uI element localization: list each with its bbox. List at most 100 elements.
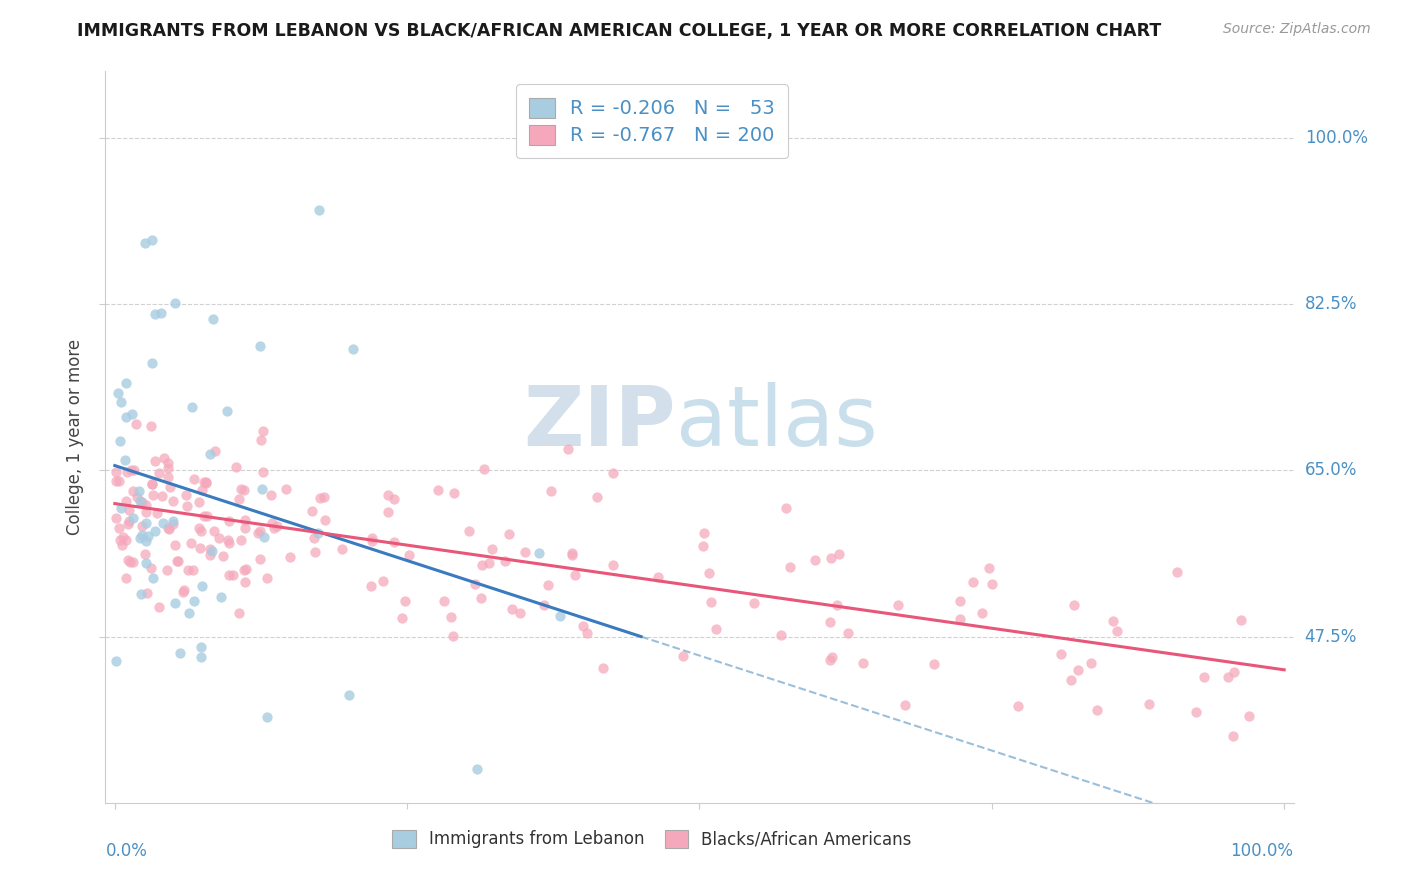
Point [775,500,797,515]
Point [104,511,127,525]
Point [143,524,166,538]
Point [647,570,669,584]
Point [266,519,288,533]
Point [304,545,326,559]
Point [980,577,1002,591]
Point [110,533,132,547]
Point [162,514,184,528]
Point [165,538,187,552]
Point [586,490,609,504]
Point [1237,709,1260,723]
Point [195,508,218,523]
Point [143,307,166,321]
Point [426,483,449,498]
Point [307,525,329,540]
Point [159,480,181,494]
Point [156,521,179,535]
Point [1059,673,1081,688]
Point [922,657,945,672]
Point [232,563,254,577]
Point [308,202,330,217]
Point [167,553,190,567]
Point [108,474,131,488]
Point [162,493,184,508]
Point [592,661,614,675]
Point [150,489,173,503]
Point [249,524,271,538]
Point [464,577,486,591]
Point [120,462,142,476]
Point [194,476,217,491]
Point [894,698,917,713]
Point [886,598,908,612]
Point [1067,663,1090,677]
Point [253,530,276,544]
Point [204,443,226,458]
Point [564,567,586,582]
Point [156,470,179,484]
Point [121,407,143,421]
Point [256,571,278,585]
Point [143,454,166,468]
Text: 65.0%: 65.0% [1305,461,1357,479]
Point [229,533,252,548]
Point [704,622,727,636]
Point [195,475,218,489]
Point [181,401,204,415]
Point [139,561,162,575]
Point [179,606,201,620]
Point [360,579,382,593]
Point [131,528,153,542]
Point [697,566,720,580]
Point [222,568,245,582]
Point [131,519,153,533]
Point [193,509,215,524]
Point [233,513,256,527]
Point [377,488,399,502]
Point [302,531,325,545]
Point [779,560,801,574]
Point [972,607,994,621]
Point [169,646,191,660]
Point [148,466,170,480]
Point [201,311,224,326]
Point [228,492,250,507]
Point [309,491,332,506]
Point [209,590,232,604]
Point [177,563,200,577]
Point [198,447,221,461]
Point [572,619,595,633]
Point [134,236,156,251]
Point [342,343,364,357]
Point [828,547,851,561]
Point [115,376,138,390]
Point [174,488,197,502]
Point [142,488,165,502]
Point [129,532,152,546]
Point [153,450,176,465]
Point [470,591,492,605]
Point [135,498,157,512]
Point [533,598,555,612]
Point [156,563,179,577]
Point [129,493,152,508]
Point [166,554,188,568]
Point [172,585,194,599]
Point [278,550,301,565]
Point [217,533,239,548]
Point [433,594,456,608]
Point [115,571,138,585]
Point [382,492,405,507]
Point [121,484,143,499]
Point [361,531,384,545]
Point [129,587,152,601]
Point [225,459,247,474]
Point [217,403,239,417]
Point [120,555,142,569]
Point [1080,656,1102,670]
Point [208,532,231,546]
Point [202,524,225,538]
Point [700,595,723,609]
Point [494,554,516,568]
Point [515,545,537,559]
